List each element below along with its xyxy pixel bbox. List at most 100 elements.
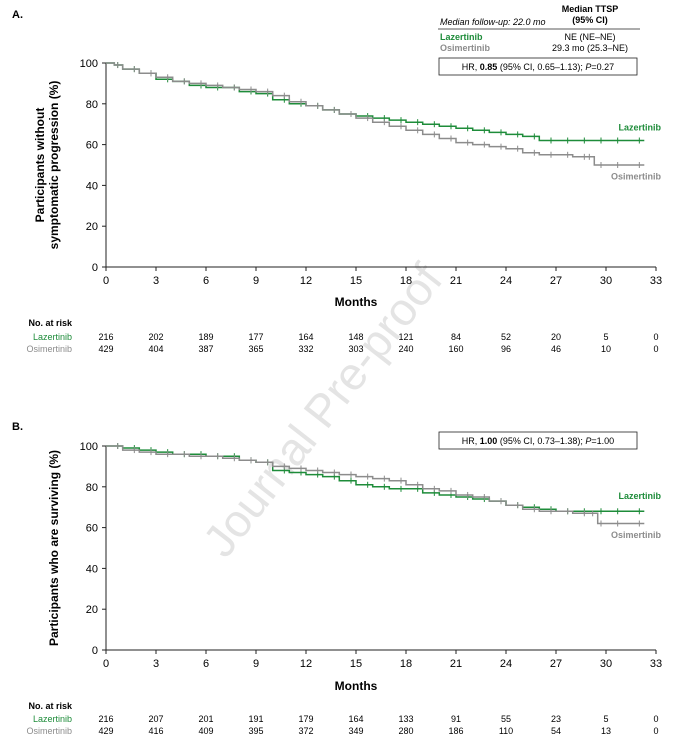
x-tick-label: 12	[300, 658, 312, 670]
hr-text-mid: (95% CI, 0.65–1.13);	[497, 62, 585, 72]
x-tick-label: 6	[203, 658, 209, 670]
hr-text-pre: HR,	[462, 62, 480, 72]
risk-value: 110	[499, 726, 513, 736]
hr-text-italic: P	[585, 62, 591, 72]
risk-value: 10	[601, 344, 611, 354]
risk-value: 0	[653, 726, 658, 736]
risk-value: 121	[398, 332, 413, 342]
y-tick-label: 20	[86, 604, 98, 616]
x-tick-label: 33	[650, 658, 662, 670]
risk-value: 189	[198, 332, 213, 342]
info-header-line2: (95% CI)	[572, 15, 608, 25]
y-axis-label-line: Participants without	[33, 108, 47, 223]
y-axis-label-line: symptomatic progression (%)	[47, 81, 61, 250]
risk-value: 177	[248, 332, 263, 342]
risk-value: 133	[398, 714, 413, 724]
y-tick-label: 60	[86, 140, 98, 152]
risk-value: 216	[98, 714, 113, 724]
hr-text-mid: (95% CI, 0.73–1.38);	[497, 436, 585, 446]
km-curve-osimertinib	[106, 62, 645, 166]
risk-value: 0	[653, 714, 658, 724]
risk-value: 201	[198, 714, 213, 724]
x-tick-label: 30	[600, 658, 612, 670]
risk-value: 416	[148, 726, 163, 736]
panel-label: B.	[12, 421, 23, 433]
info-row-value: 29.3 mo (25.3–NE)	[552, 43, 628, 53]
risk-value: 179	[298, 714, 313, 724]
info-row-name: Lazertinib	[440, 32, 483, 42]
hr-text-italic: P	[585, 436, 591, 446]
risk-value: 148	[348, 332, 363, 342]
risk-value: 46	[551, 344, 561, 354]
risk-value: 52	[501, 332, 511, 342]
y-axis-label: Participants withoutsymptomatic progress…	[33, 81, 61, 250]
risk-value: 164	[348, 714, 363, 724]
panel-a: A.0 3 6 9 12 15 18 21 24 27 30 33020406080100Months…	[12, 4, 662, 354]
info-header-line1: Median TTSP	[562, 4, 619, 14]
hr-box	[438, 57, 638, 76]
risk-value: 409	[198, 726, 213, 736]
risk-value: 240	[398, 344, 413, 354]
risk-value: 23	[551, 714, 561, 724]
hr-text-bold: 1.00	[480, 436, 498, 446]
risk-value: 5	[603, 714, 608, 724]
risk-value: 429	[98, 344, 113, 354]
watermark: Journal Pre-proof	[192, 254, 452, 566]
series-label-lazertinib: Lazertinib	[618, 122, 661, 132]
hr-text-pre: HR,	[462, 436, 480, 446]
panel-label: A.	[12, 9, 23, 21]
risk-row-name: Lazertinib	[33, 332, 72, 342]
x-axis-label: Months	[335, 295, 378, 309]
risk-value: 186	[448, 726, 463, 736]
x-tick-label: 12	[300, 275, 312, 287]
x-tick-label: 18	[400, 275, 412, 287]
risk-value: 216	[98, 332, 113, 342]
x-axis-label: Months	[335, 679, 378, 693]
x-tick-label: 15	[350, 275, 362, 287]
x-tick-label: 30	[600, 275, 612, 287]
y-tick-label: 100	[80, 58, 98, 70]
risk-value: 332	[298, 344, 313, 354]
risk-value: 202	[148, 332, 163, 342]
risk-value: 395	[248, 726, 263, 736]
x-tick-label: 27	[550, 275, 562, 287]
x-tick-label: 3	[153, 658, 159, 670]
hr-text-post: =0.27	[591, 62, 614, 72]
x-tick-label: 6	[203, 275, 209, 287]
median-followup: Median follow-up: 22.0 mo	[440, 17, 546, 27]
y-tick-label: 40	[86, 180, 98, 192]
y-tick-label: 20	[86, 221, 98, 233]
series-label-lazertinib: Lazertinib	[618, 491, 661, 501]
y-tick-label: 0	[92, 645, 98, 657]
risk-value: 164	[298, 332, 313, 342]
y-tick-label: 80	[86, 99, 98, 111]
y-tick-label: 100	[80, 441, 98, 453]
y-axis-label-line: Participants who are surviving (%)	[47, 450, 61, 646]
info-row-value: NE (NE–NE)	[564, 32, 615, 42]
risk-value: 365	[248, 344, 263, 354]
risk-value: 207	[148, 714, 163, 724]
risk-row-name: Osimertinib	[26, 726, 72, 736]
risk-row-name: Osimertinib	[26, 344, 72, 354]
series-label-osimertinib: Osimertinib	[611, 530, 662, 540]
x-tick-label: 21	[450, 658, 462, 670]
x-tick-label: 0	[103, 658, 109, 670]
hr-text-post: =1.00	[591, 436, 614, 446]
y-tick-label: 40	[86, 563, 98, 575]
x-tick-label: 21	[450, 275, 462, 287]
y-tick-label: 80	[86, 482, 98, 494]
risk-value: 303	[348, 344, 363, 354]
risk-value: 160	[448, 344, 463, 354]
risk-value: 84	[451, 332, 461, 342]
risk-value: 349	[348, 726, 363, 736]
x-tick-label: 24	[500, 658, 512, 670]
km-curve-osimertinib	[106, 445, 645, 525]
x-tick-label: 33	[650, 275, 662, 287]
risk-value: 429	[98, 726, 113, 736]
y-axis-label: Participants who are surviving (%)	[47, 450, 61, 646]
risk-value: 54	[551, 726, 561, 736]
risk-value: 191	[248, 714, 263, 724]
risk-value: 387	[198, 344, 213, 354]
info-row-name: Osimertinib	[440, 43, 491, 53]
